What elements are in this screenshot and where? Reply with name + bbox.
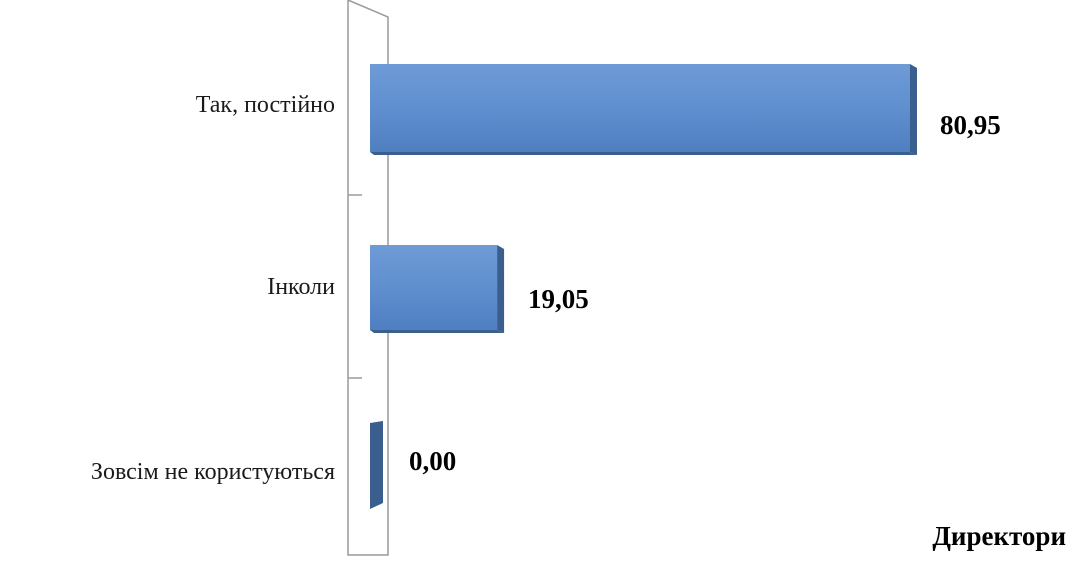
bar-side: [497, 245, 505, 333]
bar-bottom: [370, 330, 505, 333]
bar: [370, 64, 917, 155]
data-label: 0,00: [409, 446, 456, 476]
data-labels: 80,95 19,05 0,00: [409, 110, 1001, 476]
y-axis: [347, 0, 389, 556]
data-label: 19,05: [528, 284, 589, 314]
bar: [370, 245, 505, 333]
data-label: 80,95: [940, 110, 1001, 140]
bar-sliver: [370, 421, 383, 509]
legend-series-name: Директори: [932, 521, 1066, 551]
bar-front: [370, 64, 910, 152]
bar-bottom: [370, 152, 917, 155]
bar-side: [910, 64, 917, 155]
bars-layer: [370, 64, 917, 509]
bar-front: [370, 245, 498, 330]
category-label: Інколи: [267, 274, 335, 300]
bar: [370, 421, 383, 509]
category-label: Так, постійно: [196, 92, 335, 118]
axis-wall: [347, 0, 389, 556]
category-label: Зовсім не користуються: [91, 459, 335, 485]
category-labels: Так, постійно Інколи Зовсім не користуют…: [91, 92, 335, 485]
